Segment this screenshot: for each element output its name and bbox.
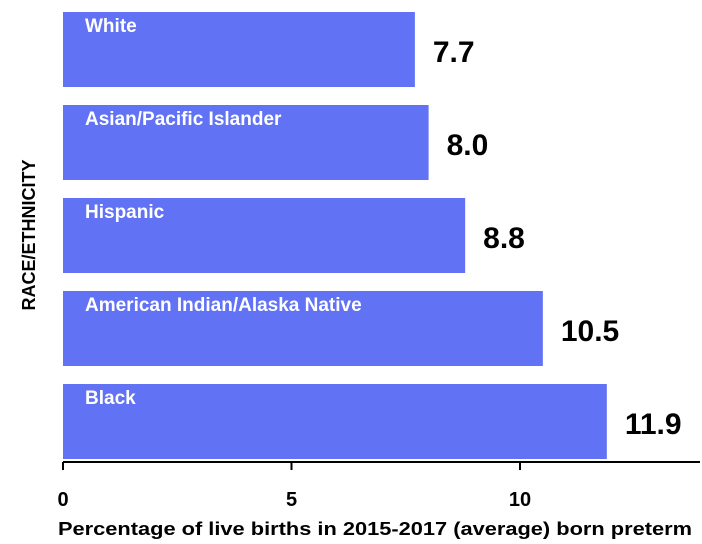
value-label: 8.8 xyxy=(483,222,525,255)
value-label: 7.7 xyxy=(433,36,475,69)
x-tick-label: 0 xyxy=(57,489,68,511)
bar-asian-pacific-islander xyxy=(63,105,429,180)
x-tick-label: 5 xyxy=(286,489,297,511)
bar-white xyxy=(63,12,415,87)
category-label: Hispanic xyxy=(85,202,165,223)
y-axis-title: RACE/ETHNICITY xyxy=(19,159,39,310)
category-label: American Indian/Alaska Native xyxy=(85,295,362,316)
value-label: 10.5 xyxy=(561,315,619,348)
bar-american-indian-alaska-native xyxy=(63,291,543,366)
category-label: Asian/Pacific Islander xyxy=(85,109,282,130)
x-tick-label: 10 xyxy=(509,489,531,511)
x-axis-ticks: 0 5 10 xyxy=(57,462,531,511)
value-label: 8.0 xyxy=(447,129,489,162)
bar-hispanic xyxy=(63,198,466,273)
bar-black xyxy=(63,384,607,459)
category-label: Black xyxy=(85,388,136,409)
value-label: 11.9 xyxy=(625,408,682,441)
x-axis-title: Percentage of live births in 2015-2017 (… xyxy=(58,519,692,539)
bars-group: White 7.7 Asian/Pacific Islander 8.0 Hispani… xyxy=(63,12,682,459)
category-label: White xyxy=(85,16,137,37)
